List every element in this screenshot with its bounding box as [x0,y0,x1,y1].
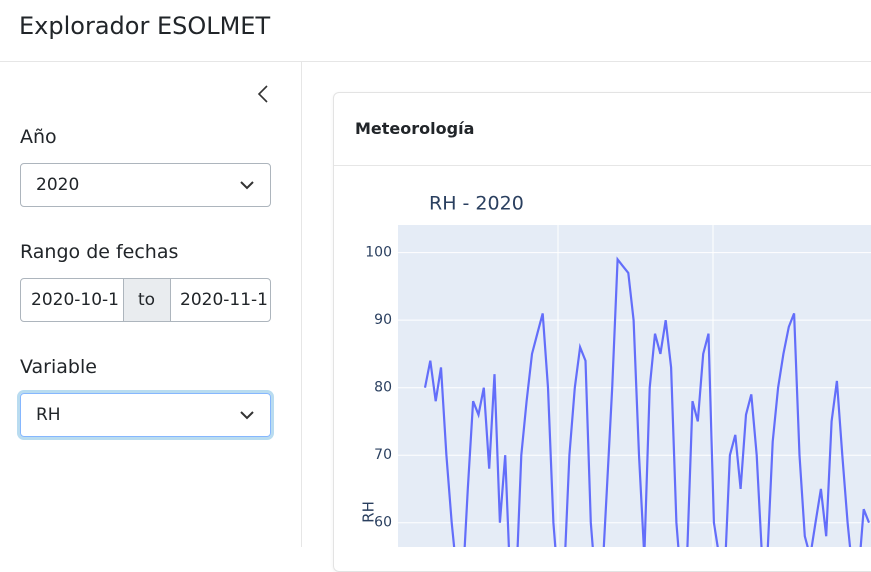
end-date[interactable]: 2020-11-1 [180,290,268,310]
header: Explorador ESOLMET [0,0,871,62]
y-tick-label: 100 [365,245,392,261]
app-title: Explorador ESOLMET [19,12,271,40]
data-line [423,256,871,547]
field-label: Variable [20,356,97,378]
collapse-button[interactable] [255,84,271,104]
y-tick-label: 70 [374,447,392,463]
y-axis-label: RH [360,501,378,523]
select-value: 2020 [36,175,80,195]
field-label: Año [20,126,57,148]
y-tick-label: 90 [374,312,392,328]
plot-area [398,225,871,547]
date-range: 2020-10-1 to 2020-11-1 [20,278,271,322]
y-tick-label: 80 [374,380,392,396]
variable-select[interactable]: RH [20,393,271,437]
card-title: Meteorología [355,119,475,138]
range-separator: to [123,279,171,321]
separator-text: to [138,290,156,310]
y-tick-label: 60 [374,515,392,531]
card-header: Meteorología [334,93,871,166]
select-value: RH [36,405,61,425]
chart: RH - 2020 RH 60 70 80 90 100 [360,193,871,547]
sidebar: Año 2020 Rango de fechas 2020-10-1 to 20… [0,62,302,547]
start-date[interactable]: 2020-10-1 [31,290,119,310]
field-label: Rango de fechas [20,241,179,263]
chart-title: RH - 2020 [429,193,524,215]
year-select[interactable]: 2020 [20,163,271,207]
